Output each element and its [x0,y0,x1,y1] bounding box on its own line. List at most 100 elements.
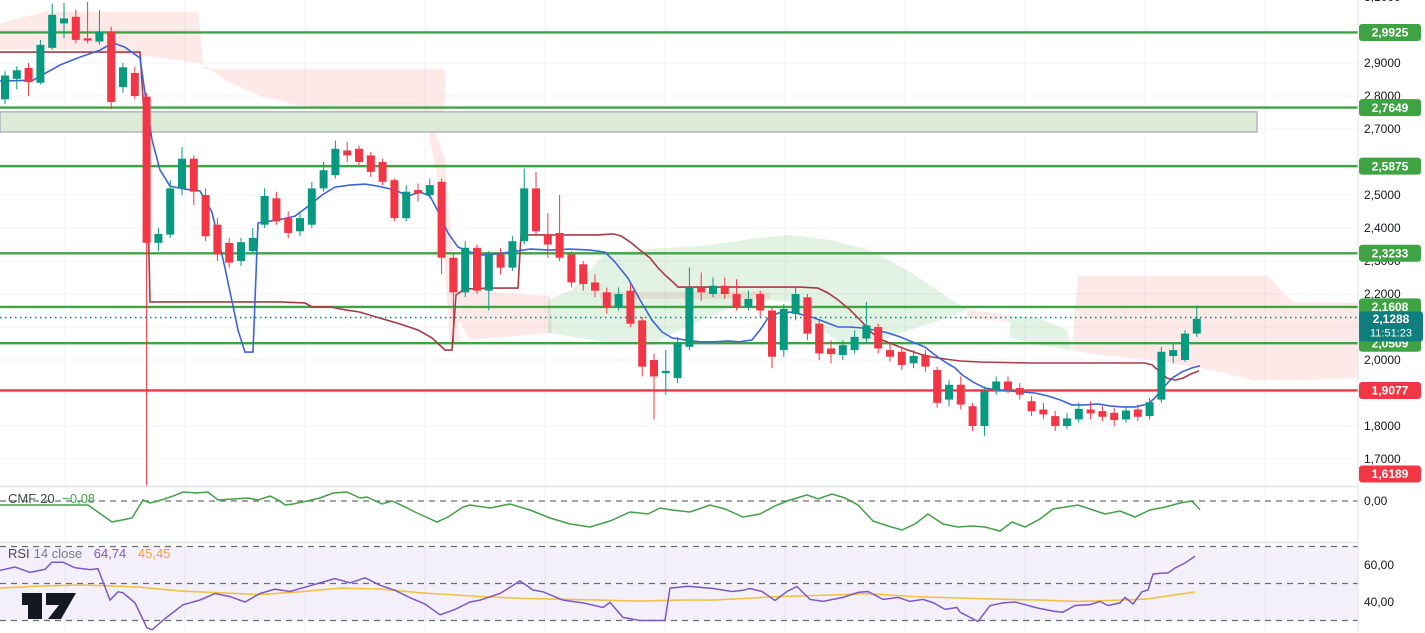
candle[interactable] [1157,346,1166,403]
candle[interactable] [272,191,281,225]
candle[interactable] [579,261,588,291]
candle[interactable] [862,301,871,344]
candle[interactable] [366,152,375,177]
cmf-title[interactable]: CMF [8,491,37,506]
rsi-pane[interactable] [0,545,1358,631]
candle[interactable] [213,218,222,261]
candle[interactable] [473,244,481,295]
candle[interactable] [709,277,717,298]
candle[interactable] [248,228,257,255]
candle[interactable] [1192,305,1201,337]
candle[interactable] [1145,397,1154,420]
candle[interactable] [142,92,151,486]
candle[interactable] [1169,343,1178,364]
candle[interactable] [60,2,68,39]
candle[interactable] [614,287,623,311]
candle[interactable] [71,9,80,44]
candle[interactable] [284,211,293,238]
candle[interactable] [933,366,942,408]
candle[interactable] [1027,396,1036,417]
candle[interactable] [803,294,812,341]
candle[interactable] [532,171,540,235]
candle[interactable] [449,254,458,344]
candle[interactable] [414,183,422,202]
candle[interactable] [355,145,363,166]
candle[interactable] [1015,383,1024,400]
candle[interactable] [12,66,21,90]
candle[interactable] [437,178,446,275]
candle[interactable] [1063,412,1071,430]
candle[interactable] [827,340,835,364]
candle[interactable] [638,317,647,377]
candle[interactable] [1051,411,1060,431]
candle[interactable] [850,330,859,354]
candle[interactable] [661,350,670,395]
candle[interactable] [402,185,411,222]
candle[interactable] [602,287,611,314]
candle[interactable] [1086,401,1095,420]
candle[interactable] [1122,406,1130,423]
candle[interactable] [520,168,529,245]
candle[interactable] [815,320,824,360]
candle[interactable] [909,350,918,369]
main-price-pane[interactable] [0,1,1358,486]
price-axis[interactable]: 3,10002,90002,80002,70002,50002,40002,30… [1357,0,1425,633]
candle[interactable] [732,279,741,311]
candle[interactable] [237,237,245,266]
candle[interactable] [626,284,635,327]
candle[interactable] [874,323,883,354]
candle[interactable] [154,228,163,252]
candle[interactable] [48,3,57,50]
candle[interactable] [496,247,505,275]
candle[interactable] [24,63,33,96]
candle[interactable] [1074,402,1083,423]
candle[interactable] [107,26,116,110]
candle[interactable] [178,147,186,195]
candle[interactable] [897,346,906,370]
candle[interactable] [720,277,729,299]
candle[interactable] [296,211,304,237]
candle[interactable] [36,39,45,85]
candle[interactable] [1133,404,1142,422]
candle[interactable] [1004,376,1012,394]
candle[interactable] [119,63,127,93]
candle[interactable] [968,402,977,431]
candle[interactable] [130,66,139,100]
candle[interactable] [992,376,1001,395]
candle[interactable] [166,180,175,238]
cmf-pane[interactable] [0,491,1358,532]
candle[interactable] [508,236,517,271]
candle[interactable] [484,251,493,311]
candle[interactable] [1039,402,1048,420]
candle[interactable] [461,241,470,298]
candle[interactable] [921,350,930,372]
candle[interactable] [1110,407,1119,426]
candle[interactable] [260,188,269,228]
candle[interactable] [1181,330,1189,362]
candle[interactable] [543,213,552,258]
candle[interactable] [83,1,92,44]
candle[interactable] [980,386,989,436]
tradingview-logo-watermark[interactable] [20,585,90,625]
candle[interactable] [591,274,599,298]
rsi-title[interactable]: RSI [8,546,30,561]
candle[interactable] [685,267,694,351]
candle[interactable] [791,287,800,321]
cmf-indicator-label[interactable]: CMF 20 −0,08 [8,491,95,506]
candle[interactable] [95,10,104,45]
candle[interactable] [945,379,953,407]
candle[interactable] [567,251,576,288]
candle[interactable] [1098,406,1107,422]
candle[interactable] [343,142,352,162]
candle[interactable] [744,290,753,311]
candle[interactable] [378,158,387,186]
candle[interactable] [838,340,847,360]
rsi-indicator-label[interactable]: RSI 14 close 64,74 45,45 [8,546,170,561]
candle[interactable] [650,353,658,420]
candle[interactable] [697,272,706,301]
candle[interactable] [319,162,328,192]
candle[interactable] [956,376,965,410]
candle[interactable] [886,343,894,362]
candle[interactable] [331,140,340,179]
